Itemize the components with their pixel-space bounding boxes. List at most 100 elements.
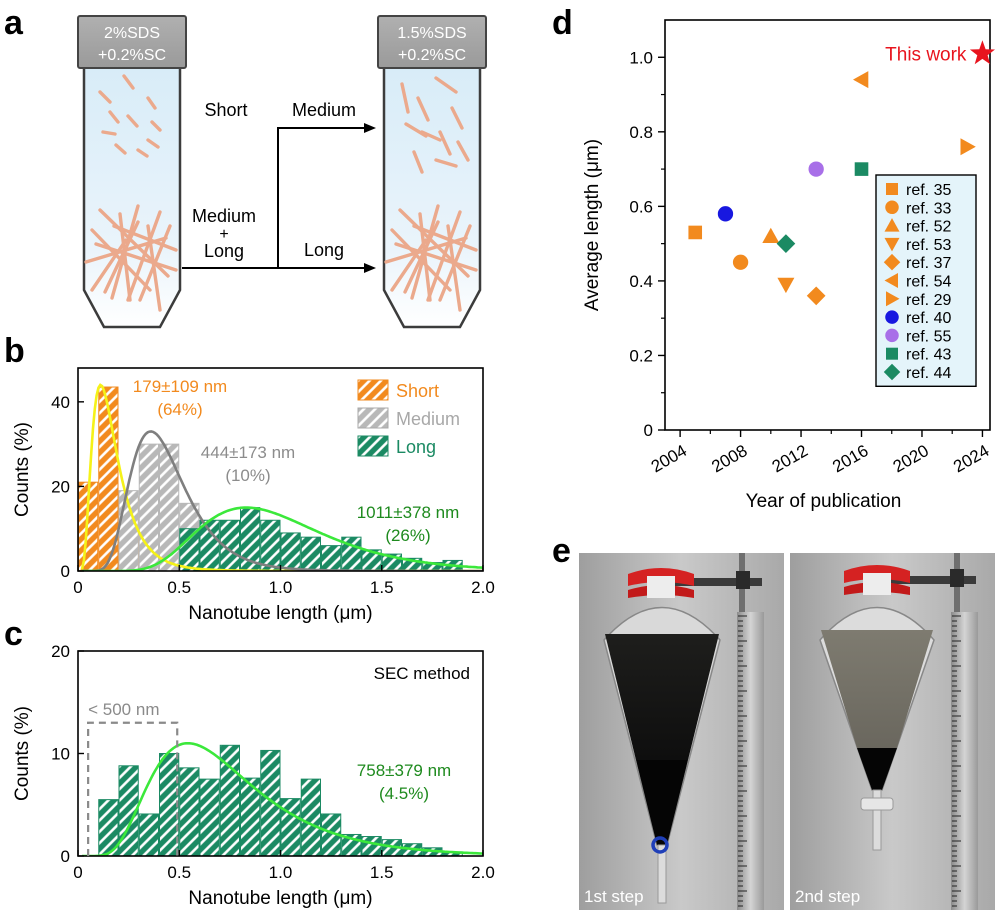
photo-2-liquid-lower (857, 748, 897, 790)
tube-1-label-line1: 2%SDS (104, 25, 160, 42)
annotation-medium: 444±173 nm (201, 443, 295, 462)
annotation-pct-short: (64%) (157, 400, 202, 419)
panel-c: c 0 0.5 1.0 1.5 2.0 0 10 20 Nanotube length (μm)… (4, 615, 495, 909)
annotation-long: 1011±378 nm (357, 503, 460, 522)
photo-1-stopcock (651, 836, 669, 854)
x-tick-label: 0.5 (167, 578, 191, 597)
point-ref-40 (717, 206, 734, 222)
mix-label-plus: + (219, 226, 228, 243)
legend-marker-ref-35 (886, 183, 898, 195)
x-tick-label: 2.0 (471, 863, 495, 882)
point-ref-37 (806, 286, 826, 306)
long-nanotube (394, 242, 478, 272)
photo-2-liquid-upper (821, 630, 933, 748)
x-tick-label: 2004 (648, 441, 690, 476)
bar-long (179, 528, 200, 572)
legend-label-short: Short (396, 381, 439, 401)
photo-1-stopper (647, 576, 675, 598)
photo-1-clamp-arm (672, 578, 762, 586)
long-nanotube (112, 224, 178, 252)
legend-marker-ref-43 (886, 347, 898, 360)
tube-1-cap (77, 15, 187, 69)
split-arrows (182, 127, 366, 269)
arrow-head-long (364, 263, 376, 273)
y-tick-label: 20 (51, 642, 70, 661)
y-tick-label: 10 (51, 745, 70, 764)
photo-2-stopcock (860, 797, 894, 811)
tube-1-nanotubes (84, 74, 178, 312)
x-tick-label: 2016 (829, 441, 871, 476)
legend-label-long: Long (396, 437, 436, 457)
bar-sec (260, 749, 281, 857)
photo-2-clamp-holder (950, 569, 964, 587)
legend-marker-ref-52 (884, 218, 900, 232)
legend-label-ref-33: ref. 33 (906, 200, 951, 217)
medium-nanotube (438, 130, 452, 156)
annotation-pct-sec: (4.5%) (379, 784, 429, 803)
x-tick-label: 0.5 (167, 863, 191, 882)
fit-curve-long (82, 506, 483, 571)
bar-sec (300, 778, 321, 857)
x-tick-label: 1.0 (269, 578, 293, 597)
short-label: Short (204, 100, 247, 120)
legend-label-ref-55: ref. 55 (906, 328, 951, 345)
threshold-box (87, 721, 179, 856)
x-axis-label: Nanotube length (μm) (188, 888, 372, 909)
bar-sec (361, 836, 382, 857)
legend-swatch-long (357, 435, 389, 457)
bar-sec (280, 798, 301, 857)
long-nanotube (438, 224, 472, 302)
panel-a-letter: a (4, 4, 24, 42)
long-nanotube (138, 224, 172, 302)
point-ref-55 (808, 161, 824, 177)
legend-label-ref-40: ref. 40 (906, 310, 951, 327)
medium-nanotube (400, 82, 410, 114)
point-ref-43 (854, 162, 869, 176)
legend-marker-ref-55 (885, 328, 899, 343)
y-tick-label: 1.0 (629, 48, 653, 67)
photo-2-clamp-arm (888, 576, 976, 584)
x-axis-label: Year of publication (746, 491, 902, 512)
bar-long (199, 519, 220, 572)
threshold-label: < 500 nm (88, 700, 159, 719)
x-tick-label: 0 (73, 578, 82, 597)
annotation-short: 179±109 nm (133, 377, 227, 396)
legend-marker-ref-33 (885, 200, 899, 215)
legend-swatch-short (357, 379, 389, 401)
fit-curve-medium (82, 430, 483, 571)
y-tick-label: 0 (61, 847, 70, 866)
legend-label-ref-35: ref. 35 (906, 182, 951, 199)
y-tick-label: 40 (51, 393, 70, 412)
x-tick-label: 1.0 (269, 863, 293, 882)
medium-nanotube (456, 140, 470, 162)
short-nanotube (108, 110, 120, 124)
photo-1: 1st step (579, 553, 784, 910)
legend-label-ref-43: ref. 43 (906, 347, 951, 364)
photo-1-clamp-holder (736, 571, 750, 589)
tube-1-label-line2: +0.2%SC (98, 47, 166, 64)
legend-marker-ref-37 (883, 253, 901, 271)
long-nanotube (90, 238, 128, 292)
x-tick-label: 2008 (708, 441, 750, 476)
x-tick-label: 2024 (950, 441, 992, 476)
legend-label-ref-53: ref. 53 (906, 237, 951, 254)
panel-d-letter: d (552, 4, 573, 42)
medium-nanotube (416, 96, 430, 122)
legend-label-ref-44: ref. 44 (906, 365, 951, 382)
annotation-sec: 758±379 nm (357, 761, 451, 780)
legend: Short Medium Long (357, 379, 460, 457)
photo-1-stem (657, 844, 667, 904)
y-tick-label: 0.4 (629, 272, 653, 291)
long-nanotube (390, 238, 428, 292)
long-label: Long (304, 240, 344, 260)
point-ref-52 (762, 227, 780, 243)
medium-nanotube (420, 130, 442, 142)
legend-label-medium: Medium (396, 409, 460, 429)
chart-title: SEC method (374, 664, 470, 683)
point-ref-44 (776, 234, 796, 253)
short-nanotube (126, 114, 139, 128)
y-tick-label: 0.8 (629, 123, 653, 142)
point-ref-35 (688, 225, 703, 240)
panel-c-letter: c (4, 615, 23, 653)
